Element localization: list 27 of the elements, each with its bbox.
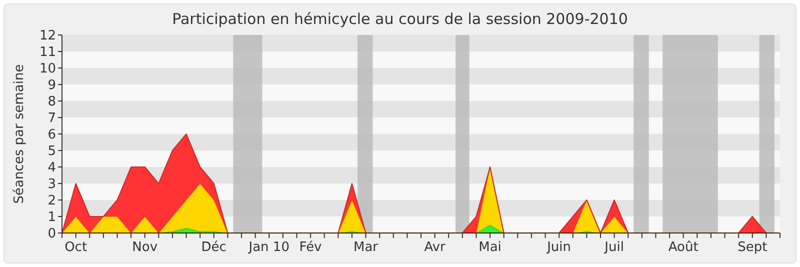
y-tick-label: 3 bbox=[48, 177, 56, 192]
x-tick-label: Mai bbox=[478, 240, 502, 255]
x-tick-label: Sept bbox=[738, 240, 768, 255]
x-tick-label: Juil bbox=[604, 240, 624, 255]
x-tick-label: Oct bbox=[64, 240, 88, 255]
x-tick-label: Nov bbox=[132, 240, 158, 255]
y-tick-label: 2 bbox=[48, 194, 56, 209]
x-tick-label: Fév bbox=[299, 240, 322, 255]
y-axis-title: Séances par semaine bbox=[12, 64, 27, 204]
y-tick-label: 9 bbox=[48, 78, 56, 94]
y-tick-label: 5 bbox=[48, 144, 56, 160]
x-tick-label: Jan 10 bbox=[248, 240, 290, 255]
x-tick-label: Juin bbox=[546, 240, 572, 255]
y-tick-label: 0 bbox=[48, 226, 56, 242]
x-tick-label: Mar bbox=[354, 240, 379, 255]
y-tick-label: 4 bbox=[48, 160, 56, 176]
x-tick-label: Août bbox=[668, 240, 698, 255]
y-tick-label: 12 bbox=[39, 28, 56, 44]
y-tick-label: 6 bbox=[48, 128, 56, 143]
x-tick-label: Avr bbox=[424, 240, 446, 255]
y-tick-label: 11 bbox=[39, 45, 56, 60]
y-tick-label: 1 bbox=[48, 210, 56, 226]
y-tick-label: 10 bbox=[39, 62, 56, 77]
x-tick-label: Déc bbox=[201, 240, 226, 255]
y-tick-label: 7 bbox=[48, 111, 56, 126]
chart-title: Participation en hémicycle au cours de la session 2009-2010 bbox=[172, 10, 628, 28]
y-tick-label: 8 bbox=[48, 94, 56, 110]
